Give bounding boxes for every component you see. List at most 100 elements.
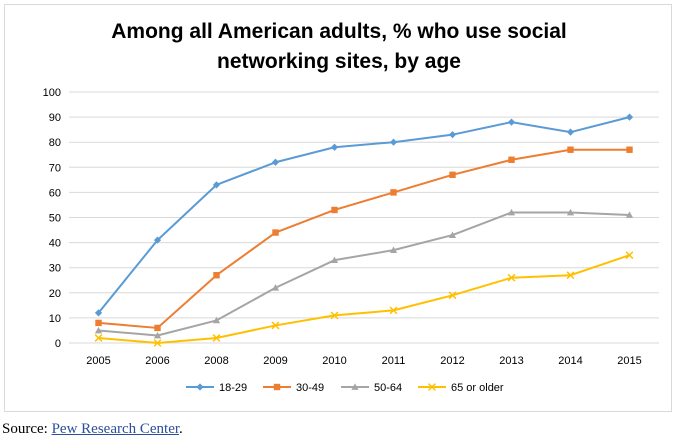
source-link[interactable]: Pew Research Center (51, 421, 180, 437)
series-30-49 (95, 146, 633, 332)
chart-title-line-1: Among all American adults, % who use soc… (111, 20, 567, 43)
data-point-30-49 (272, 229, 279, 236)
legend-item-30-49: 30-49 (263, 382, 324, 394)
chart-title-line-2: networking sites, by age (217, 50, 461, 73)
y-tick-label: 60 (49, 187, 61, 199)
legend-marker (428, 383, 436, 391)
data-point-18-29 (271, 158, 280, 166)
data-point-65-or-older-stroke (389, 306, 398, 315)
x-tick-label: 2015 (617, 355, 641, 367)
data-point-65-or-older-stroke (271, 321, 280, 330)
data-point-65-or-older-stroke (153, 339, 162, 347)
series-line-65-or-older (97, 254, 631, 344)
data-point-30-49 (567, 146, 574, 153)
legend-label: 30-49 (296, 382, 324, 394)
data-point-18-29 (94, 309, 103, 317)
data-point-65-or-older-stroke (625, 251, 634, 260)
chart-title: Among all American adults, % who use soc… (111, 20, 567, 73)
data-point-50-64 (330, 256, 339, 264)
line-chart: Among all American adults, % who use soc… (43, 20, 659, 394)
data-point-30-49 (508, 156, 515, 163)
source-suffix: . (179, 421, 183, 437)
y-tick-label: 20 (49, 288, 61, 300)
data-point-50-64 (566, 208, 575, 216)
x-tick-label: 2013 (499, 355, 523, 367)
series-65-or-older (94, 251, 634, 347)
series-line-50-64 (97, 211, 631, 337)
data-point-30-49 (449, 171, 456, 179)
y-axis-ticks: 0 10 20 30 40 50 60 70 80 90 100 (43, 87, 61, 350)
legend-marker (273, 383, 281, 391)
data-point-50-64 (507, 208, 516, 216)
data-point-30-49 (95, 319, 102, 327)
legend-item-50-64: 50-64 (341, 382, 402, 394)
y-tick-label: 40 (49, 238, 61, 250)
data-point-65-or-older (271, 321, 280, 330)
x-tick-label: 2009 (263, 355, 287, 367)
data-point-65-or-older-stroke (448, 291, 457, 300)
series-line-18-29 (97, 116, 631, 314)
data-point-18-29 (153, 236, 162, 244)
series-line-30-49 (97, 148, 631, 329)
legend: 18-29 30-49 50-64 65 or older (186, 382, 504, 394)
x-tick-label: 2008 (204, 355, 228, 367)
x-tick-label: 2012 (440, 355, 464, 367)
x-axis-ticks: 2005 2006 2008 2009 2010 2011 2012 2013 2014 2015 (86, 355, 641, 367)
data-point-65-or-older (212, 334, 221, 342)
series-50-64 (94, 208, 634, 339)
y-tick-label: 30 (49, 263, 61, 275)
chart-frame: Among all American adults, % who use soc… (4, 4, 672, 412)
data-point-18-29 (507, 118, 516, 126)
y-tick-label: 50 (49, 213, 61, 225)
data-point-30-49 (626, 146, 633, 153)
data-point-65-or-older (94, 334, 103, 342)
data-point-50-64 (94, 326, 103, 334)
data-point-50-64 (212, 316, 221, 324)
data-point-65-or-older (566, 271, 575, 280)
data-point-65-or-older-stroke (330, 311, 339, 320)
data-point-18-29 (448, 131, 457, 139)
data-point-65-or-older (448, 291, 457, 300)
x-tick-label: 2010 (322, 355, 346, 367)
y-tick-label: 90 (49, 112, 61, 124)
y-tick-label: 70 (49, 162, 61, 174)
data-point-18-29 (625, 113, 634, 121)
data-point-65-or-older (507, 273, 516, 282)
data-point-30-49 (154, 324, 161, 332)
data-point-30-49 (331, 206, 338, 214)
data-point-50-64 (389, 246, 398, 254)
y-tick-label: 10 (49, 313, 61, 325)
x-tick-label: 2006 (145, 355, 169, 367)
data-point-50-64 (625, 211, 634, 218)
data-point-18-29 (330, 143, 339, 151)
legend-label: 18-29 (219, 382, 247, 394)
source-prefix: Source: (2, 421, 52, 437)
data-point-50-64 (448, 231, 457, 238)
data-point-65-or-older-stroke (507, 273, 516, 282)
data-point-50-64 (153, 331, 162, 339)
data-point-18-29 (212, 181, 221, 189)
data-point-65-or-older-stroke (566, 271, 575, 280)
data-point-30-49 (390, 189, 397, 196)
source-line: Source: Pew Research Center. (2, 421, 183, 438)
data-point-18-29 (566, 128, 575, 136)
data-point-65-or-older (389, 306, 398, 315)
y-tick-label: 80 (49, 137, 61, 149)
data-point-18-29 (389, 138, 398, 146)
x-tick-label: 2005 (86, 355, 110, 367)
y-tick-label: 100 (43, 87, 61, 99)
data-point-65-or-older (330, 311, 339, 320)
legend-item-65-or-older: 65 or older (418, 382, 504, 394)
data-point-65-or-older-stroke (94, 334, 103, 342)
legend-marker-stroke (428, 383, 436, 391)
legend-label: 50-64 (374, 382, 402, 394)
data-point-30-49 (213, 272, 220, 279)
legend-marker (351, 383, 359, 390)
legend-label: 65 or older (451, 382, 504, 394)
data-point-65-or-older (153, 339, 162, 347)
data-point-50-64 (271, 284, 280, 291)
data-point-65-or-older-stroke (212, 334, 221, 342)
data-point-65-or-older (625, 251, 634, 260)
legend-item-18-29: 18-29 (186, 382, 247, 394)
y-tick-label: 0 (55, 338, 61, 350)
